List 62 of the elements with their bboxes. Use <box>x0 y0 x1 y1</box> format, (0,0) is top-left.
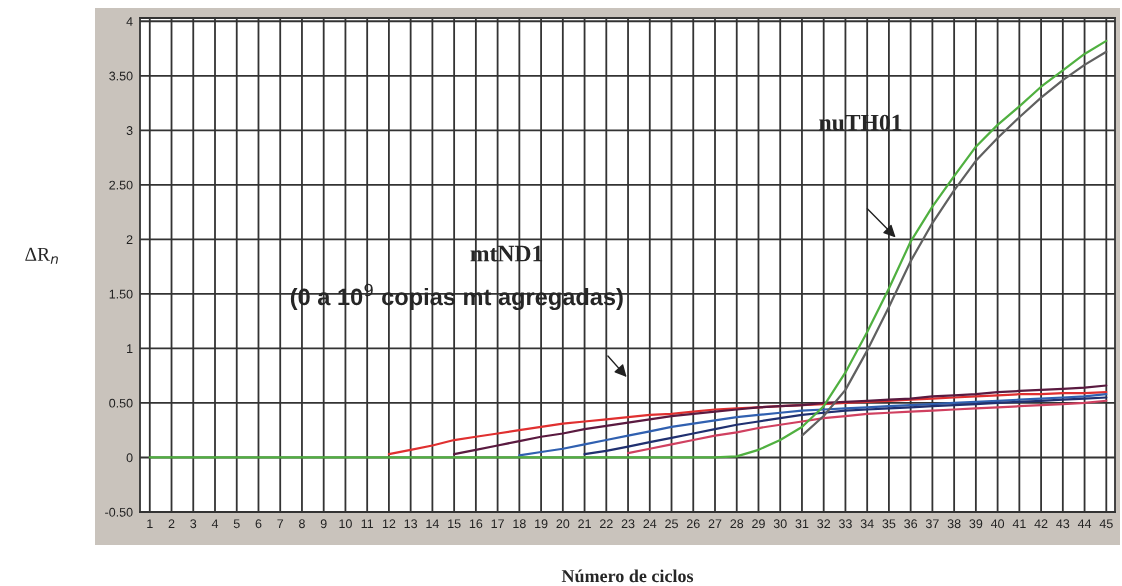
y-axis-title: ΔR$_{n}$ <box>25 247 58 264</box>
x-tick-label: 2 <box>168 519 175 528</box>
x-tick-label: 22 <box>599 519 613 528</box>
x-tick-label: 29 <box>752 519 765 529</box>
x-tick-label: 35 <box>882 519 896 529</box>
x-tick-label: 12 <box>382 519 396 528</box>
x-tick-label: 20 <box>556 519 570 529</box>
x-tick-label: 27 <box>708 519 722 528</box>
x-tick-label: 21 <box>578 519 591 528</box>
x-tick-label: 3 <box>190 519 197 529</box>
line-series <box>518 393 1108 457</box>
x-tick-label: 5 <box>233 519 240 529</box>
x-tick-label: 28 <box>730 519 744 529</box>
x-tick-label: 10 <box>339 519 352 529</box>
y-tick-label: 2.50 <box>109 180 133 190</box>
x-tick-label: 39 <box>969 519 983 529</box>
x-tick-label: 44 <box>1077 519 1092 528</box>
y-tick-label: 4 <box>126 17 133 26</box>
x-tick-label: 26 <box>686 519 700 529</box>
line-series <box>800 50 1108 437</box>
x-tick-label: 13 <box>404 519 418 529</box>
x-tick-label: 19 <box>535 519 548 529</box>
x-axis-title: Número de ciclos <box>561 569 694 583</box>
x-tick-label: 41 <box>1012 519 1026 528</box>
x-tick-label: 7 <box>277 519 284 528</box>
y-tick-label: 0 <box>126 453 133 463</box>
x-tick-label: 24 <box>643 519 657 528</box>
x-tick-label: 43 <box>1056 519 1070 529</box>
y-tick-label: 1.50 <box>109 289 133 299</box>
x-tick-label: 36 <box>904 519 918 529</box>
x-tick-label: 32 <box>817 519 831 529</box>
x-tick-label: 31 <box>795 519 809 529</box>
y-tick-label: 2 <box>126 235 133 244</box>
x-tick-label: 45 <box>1099 519 1113 529</box>
x-tick-label: 15 <box>448 519 461 529</box>
x-tick-label: 30 <box>773 519 787 529</box>
x-tick-label: 25 <box>665 519 678 529</box>
x-tick-label: 14 <box>426 519 439 528</box>
x-tick-label: 40 <box>990 519 1005 529</box>
x-tick-label: 38 <box>947 519 961 529</box>
x-tick-label: 1 <box>147 519 153 528</box>
x-tick-label: 37 <box>925 519 939 529</box>
y-tick-label: 3 <box>126 126 133 135</box>
y-tick-label: 0.50 <box>109 398 133 408</box>
x-tick-label: 11 <box>361 519 374 528</box>
x-tick-label: 33 <box>838 519 852 529</box>
line-series <box>148 39 1108 459</box>
x-tick-label: 9 <box>320 519 327 529</box>
x-tick-label: 34 <box>860 519 874 529</box>
x-tick-label: 16 <box>469 519 483 529</box>
y-tick-label: 1 <box>127 344 133 353</box>
x-tick-label: 42 <box>1034 519 1048 528</box>
x-tick-label: 17 <box>491 519 504 528</box>
x-tick-label: 6 <box>255 519 262 529</box>
x-tick-label: 18 <box>513 519 526 529</box>
line-series <box>453 384 1108 456</box>
x-tick-label: 4 <box>211 519 219 528</box>
x-tick-label: 23 <box>621 519 635 529</box>
y-tick-label: -0.50 <box>105 507 133 517</box>
line-series <box>387 390 1108 456</box>
x-tick-label: 8 <box>299 519 305 529</box>
y-tick-label: 3.50 <box>109 71 133 81</box>
